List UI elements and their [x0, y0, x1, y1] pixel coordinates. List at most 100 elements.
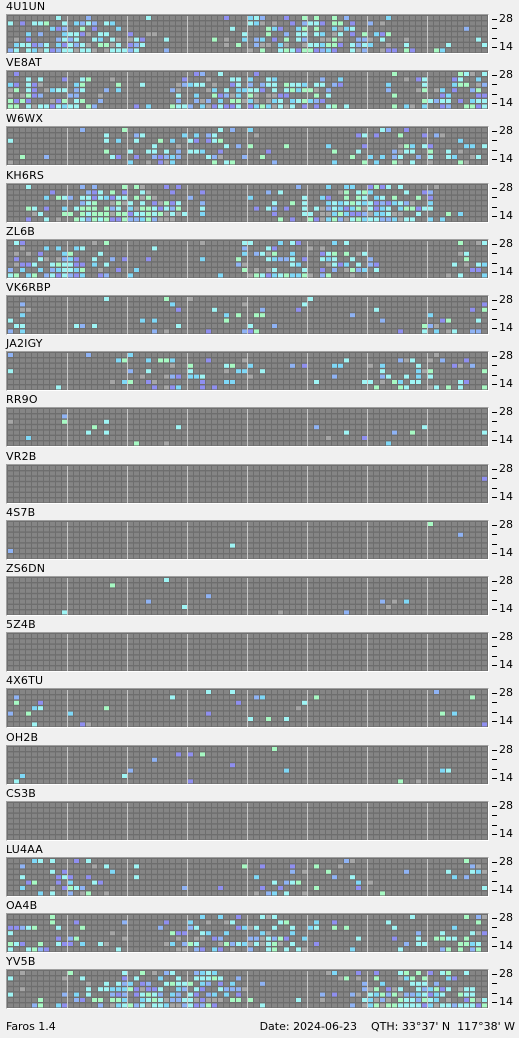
grid-cell — [44, 88, 49, 93]
grid-cell — [80, 37, 85, 42]
grid-cell — [338, 353, 343, 358]
grid-cell — [230, 436, 235, 441]
grid-cell — [308, 369, 313, 374]
grid-cell — [26, 487, 31, 492]
grid-cell — [332, 302, 337, 307]
grid-cell — [284, 128, 289, 133]
grid-cell — [290, 251, 295, 256]
grid-cell — [26, 380, 31, 385]
grid-cell — [104, 216, 109, 221]
grid-cell — [320, 409, 325, 414]
grid-cell — [134, 302, 139, 307]
grid-cell — [290, 200, 295, 205]
grid-cell — [440, 425, 445, 430]
grid-cell — [482, 139, 487, 144]
grid-cell — [122, 144, 127, 149]
grid-cell — [350, 155, 355, 160]
grid-cell — [182, 363, 187, 368]
beacon-callsign: JA2IGY — [6, 337, 43, 351]
grid-cell — [134, 318, 139, 323]
grid-cell — [266, 385, 271, 390]
grid-cell — [62, 211, 67, 216]
grid-cell — [326, 358, 331, 363]
grid-cell — [140, 420, 145, 425]
grid-cell — [458, 358, 463, 363]
grid-cell — [188, 48, 193, 53]
grid-cell — [236, 436, 241, 441]
grid-cell — [68, 216, 73, 221]
grid-cell — [338, 133, 343, 138]
grid-cell — [476, 82, 481, 87]
grid-cell — [362, 363, 367, 368]
grid-cell — [362, 48, 367, 53]
grid-cell — [50, 297, 55, 301]
grid-cell — [50, 273, 55, 278]
grid-cell — [404, 318, 409, 323]
grid-cell — [470, 251, 475, 256]
grid-cell — [338, 481, 343, 486]
scale-tick — [492, 243, 497, 245]
grid-cell — [344, 104, 349, 109]
grid-cell — [476, 481, 481, 486]
grid-cell — [236, 206, 241, 211]
grid-cell — [368, 240, 373, 245]
grid-cell — [404, 139, 409, 144]
grid-cell — [116, 267, 121, 272]
grid-cell — [236, 99, 241, 104]
grid-cell — [386, 307, 391, 312]
grid-cell — [14, 21, 19, 26]
grid-cell — [464, 246, 469, 251]
grid-cell — [86, 324, 91, 328]
grid-cell — [14, 329, 19, 334]
grid-cell — [272, 200, 277, 205]
grid-cell — [422, 430, 427, 435]
grid-cell — [110, 200, 115, 205]
grid-cell — [116, 470, 121, 475]
grid-cell — [224, 206, 229, 211]
grid-cell — [428, 380, 433, 385]
grid-cell — [206, 329, 211, 334]
grid-cell — [116, 93, 121, 98]
grid-cell — [392, 267, 397, 272]
grid-cell — [248, 487, 253, 492]
grid-cell — [104, 43, 109, 47]
scale-tick — [492, 271, 497, 273]
grid-cell — [398, 128, 403, 133]
grid-cell — [110, 369, 115, 374]
grid-cell — [224, 184, 229, 189]
grid-cell — [68, 144, 73, 149]
grid-cell — [392, 246, 397, 251]
grid-cell — [176, 353, 181, 358]
grid-cell — [68, 476, 73, 481]
grid-cell — [434, 133, 439, 138]
grid-cell — [362, 21, 367, 26]
grid-cell — [92, 200, 97, 205]
grid-cell — [32, 32, 37, 37]
grid-cell — [260, 88, 265, 93]
grid-cell — [44, 353, 49, 358]
grid-cell — [374, 16, 379, 20]
grid-cell — [404, 149, 409, 154]
grid-cell — [62, 43, 67, 47]
grid-cell — [272, 16, 277, 20]
grid-cell — [134, 77, 139, 82]
grid-cell — [290, 329, 295, 334]
grid-cell — [266, 380, 271, 385]
grid-cell — [482, 246, 487, 251]
grid-cell — [62, 200, 67, 205]
grid-cell — [38, 297, 43, 301]
grid-cell — [182, 155, 187, 160]
grid-cell — [200, 318, 205, 323]
grid-cell — [62, 430, 67, 435]
grid-cell — [260, 82, 265, 87]
grid-cell — [86, 313, 91, 318]
grid-cell — [458, 128, 463, 133]
grid-cell — [272, 82, 277, 87]
grid-cell — [206, 369, 211, 374]
grid-cell — [8, 380, 13, 385]
grid-cell — [326, 26, 331, 31]
grid-cell — [44, 133, 49, 138]
grid-cell — [188, 251, 193, 256]
grid-cell — [320, 21, 325, 26]
grid-cell — [194, 88, 199, 93]
